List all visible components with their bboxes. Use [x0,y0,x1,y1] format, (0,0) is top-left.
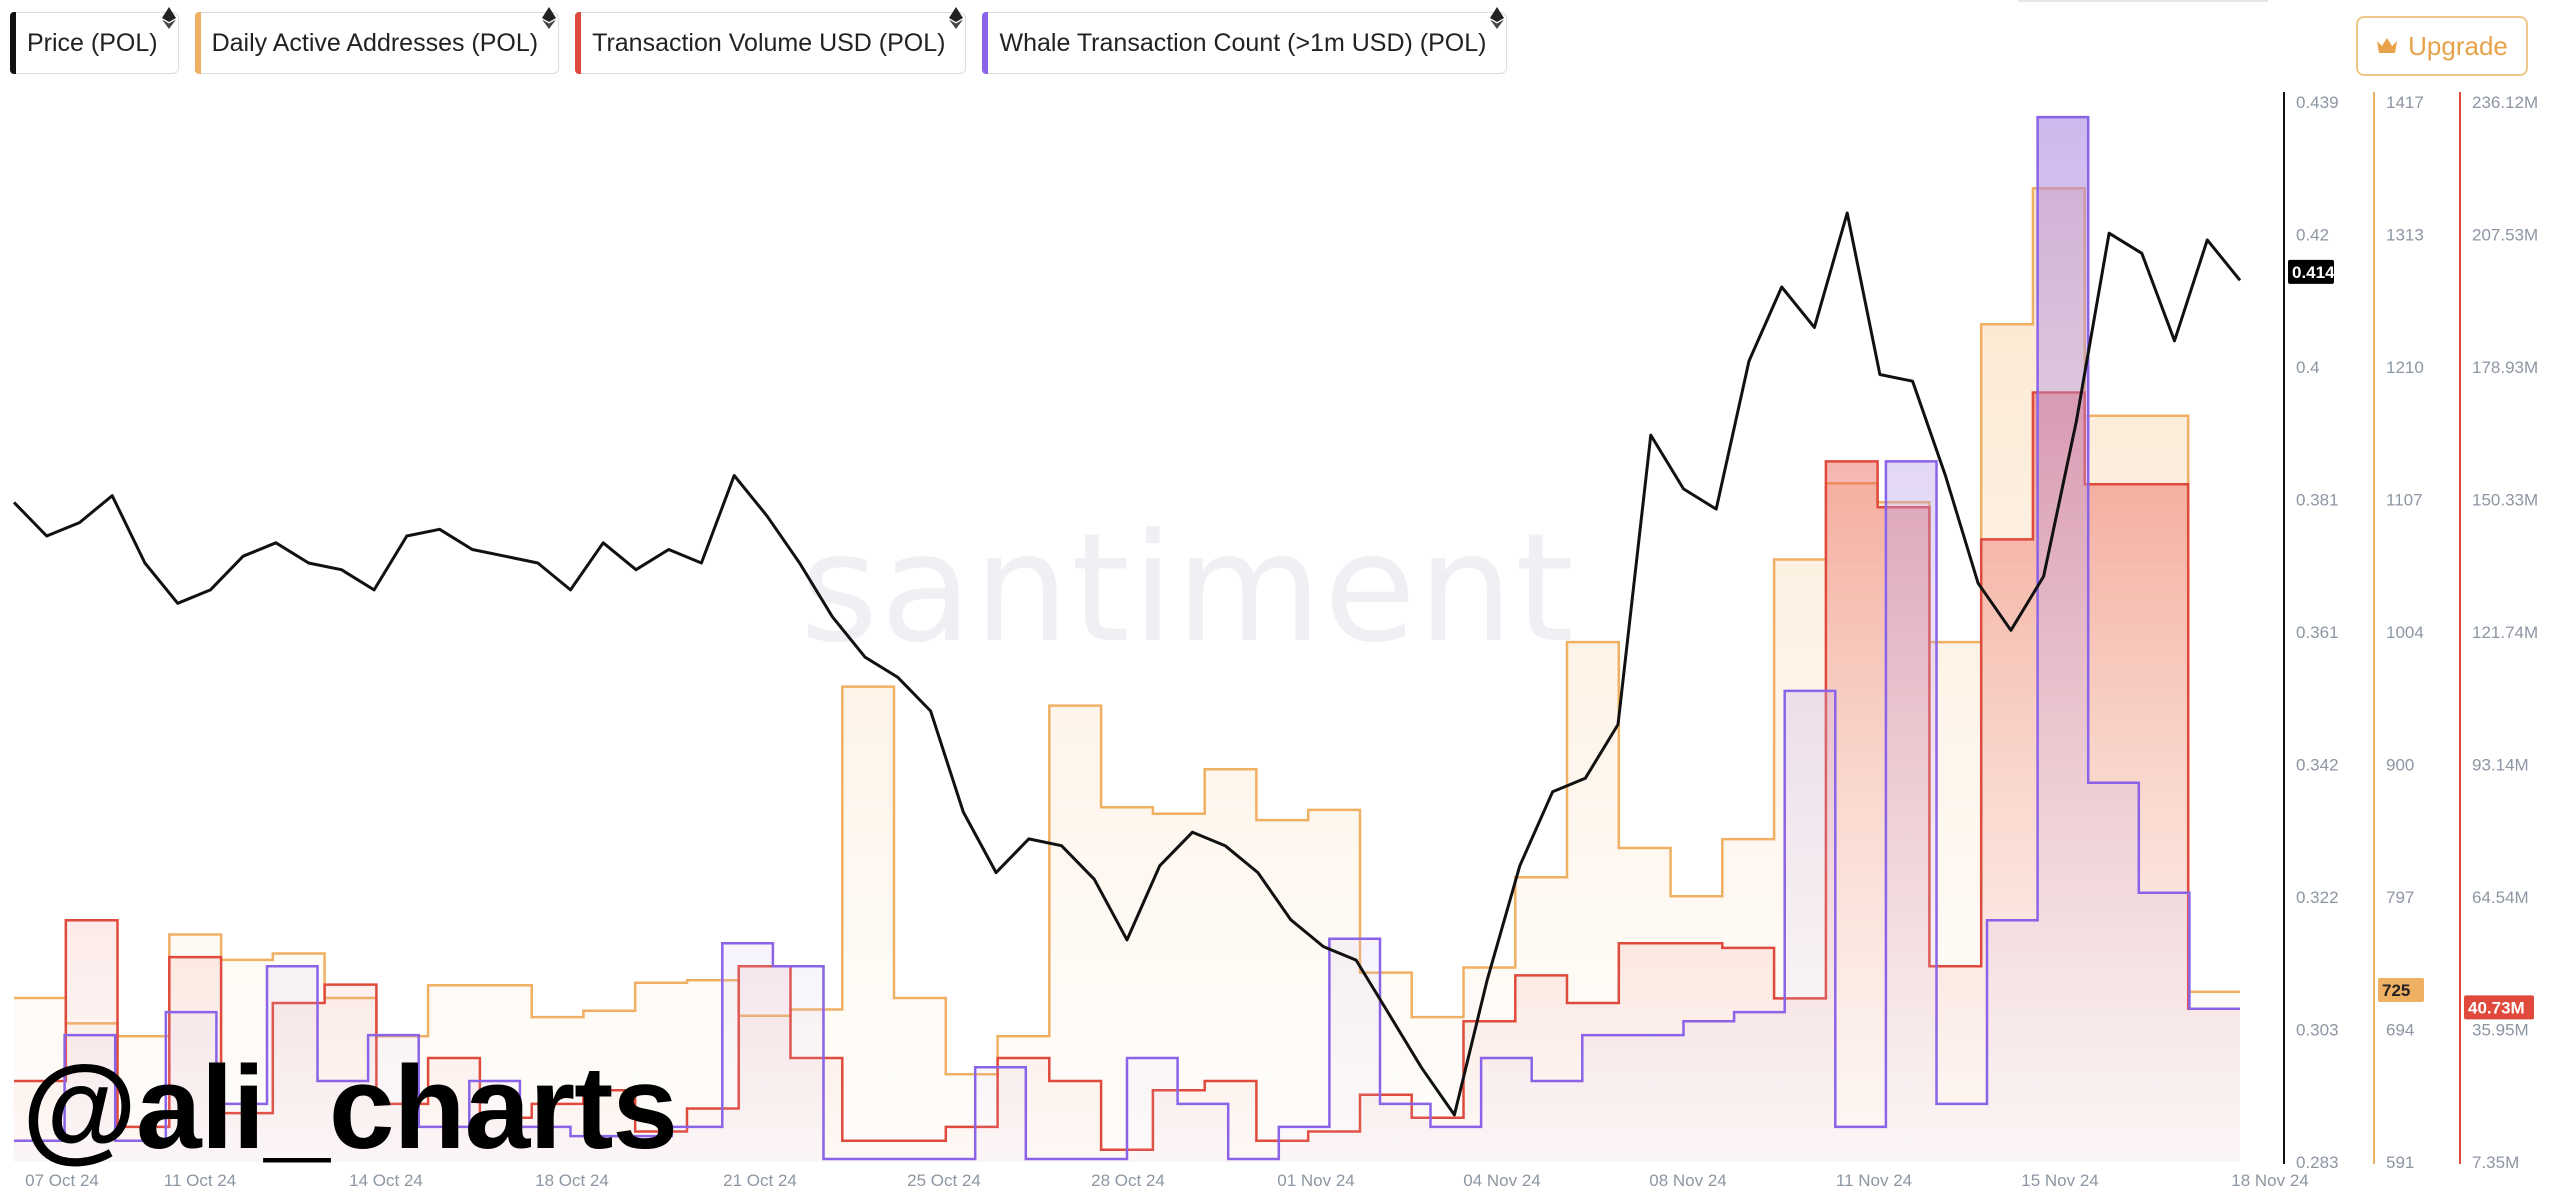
legend-item[interactable]: Whale Transaction Count (>1m USD) (POL) [982,7,1508,74]
legend-label: Transaction Volume USD (POL) [592,28,946,57]
series-area [14,188,2240,1163]
legend-item[interactable]: Price (POL) [10,7,179,74]
x-tick-label: 15 Nov 24 [2021,1171,2099,1190]
volume-tick-label: 178.93M [2472,358,2538,377]
legend-swatch [194,12,201,74]
addresses-current-badge [2378,978,2424,1003]
ethereum-icon [949,7,964,29]
volume-tick-label: 93.14M [2472,756,2529,775]
series-line [14,115,2240,1161]
legend-label: Price (POL) [27,28,158,57]
price-tick-label: 0.4 [2296,358,2320,377]
price-tick-label: 0.322 [2296,888,2339,907]
x-tick-label: 25 Oct 24 [907,1171,981,1190]
legend-item[interactable]: Daily Active Addresses (POL) [194,7,560,74]
price-tick-label: 0.303 [2296,1021,2339,1040]
crown-icon [2377,38,2398,53]
price-line [12,211,2242,1117]
volume-tick-label: 7.35M [2472,1153,2519,1172]
volume-tick-label: 35.95M [2472,1021,2529,1040]
volume-tick-label: 150.33M [2472,491,2538,510]
x-tick-label: 28 Oct 24 [1091,1171,1165,1190]
addresses-tick-label: 1107 [2386,491,2423,510]
volume-current-badge [2464,995,2534,1020]
addresses-current-value: 725 [2382,981,2410,1000]
legend-swatch [982,12,989,74]
price-current-badge [2288,259,2334,284]
x-tick-label: 21 Oct 24 [723,1171,797,1190]
series-area [14,117,2240,1163]
x-tick-label: 11 Oct 24 [164,1171,236,1190]
upgrade-button[interactable]: Upgrade [2356,16,2528,76]
toolbar-edge [2018,0,2268,2]
watermark: santiment [800,502,1576,676]
legend-swatch [575,12,582,74]
addresses-tick-label: 1313 [2386,226,2424,245]
price-tick-label: 0.381 [2296,491,2339,510]
x-tick-label: 18 Oct 24 [535,1171,609,1190]
price-tick-label: 0.283 [2296,1153,2339,1172]
volume-tick-label: 236.12M [2472,93,2538,112]
legend-item[interactable]: Transaction Volume USD (POL) [575,7,967,74]
addresses-tick-label: 1417 [2386,93,2424,112]
addresses-tick-label: 900 [2386,756,2414,775]
x-tick-label: 07 Oct 24 [25,1171,99,1190]
upgrade-label: Upgrade [2408,30,2508,61]
addresses-tick-label: 1210 [2386,358,2424,377]
x-tick-label: 04 Nov 24 [1463,1171,1541,1190]
addresses-tick-label: 1004 [2386,623,2424,642]
volume-tick-label: 207.53M [2472,226,2538,245]
volume-current-value: 40.73M [2468,998,2525,1017]
author-tag: @ali_charts [22,1042,678,1174]
volume-tick-label: 64.54M [2472,888,2529,907]
x-tick-label: 01 Nov 24 [1277,1171,1355,1190]
price-current-value: 0.414 [2292,263,2335,282]
ethereum-icon [1490,7,1505,29]
x-tick-label: 14 Oct 24 [349,1171,423,1190]
volume-tick-label: 121.74M [2472,623,2538,642]
price-tick-label: 0.342 [2296,756,2339,775]
price-tick-label: 0.361 [2296,623,2339,642]
addresses-tick-label: 591 [2386,1153,2414,1172]
addresses-tick-label: 797 [2386,888,2414,907]
legend-swatch [10,12,16,74]
price-tick-label: 0.42 [2296,226,2329,245]
x-tick-label: 18 Nov 24 [2231,1171,2309,1190]
ethereum-icon [161,7,176,29]
legend-label: Daily Active Addresses (POL) [211,28,539,57]
legend-label: Whale Transaction Count (>1m USD) (POL) [999,28,1487,57]
legend: Price (POL) Daily Active Addresses (POL) T… [10,7,1508,74]
x-tick-label: 11 Nov 24 [1836,1171,1912,1190]
addresses-tick-label: 694 [2386,1021,2414,1040]
x-tick-label: 08 Nov 24 [1649,1171,1727,1190]
ethereum-icon [542,7,557,29]
series-area [14,392,2240,1162]
price-tick-label: 0.439 [2296,93,2339,112]
